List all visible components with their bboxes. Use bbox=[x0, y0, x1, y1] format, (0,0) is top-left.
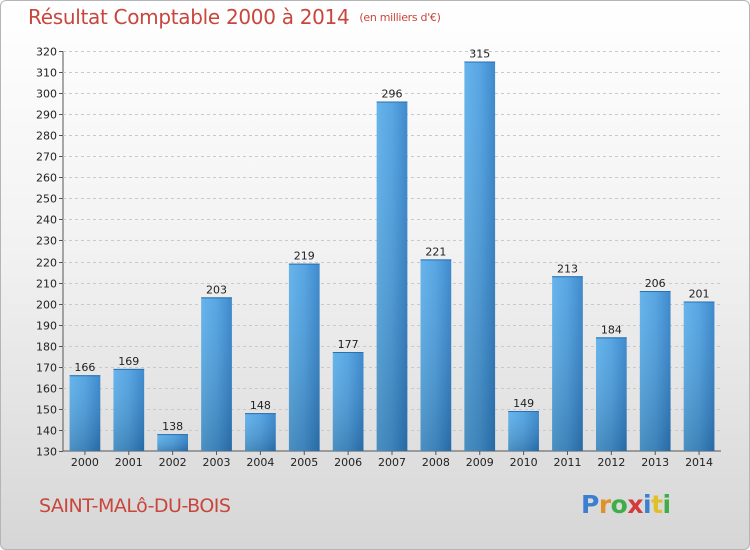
x-tick-label: 2001 bbox=[115, 456, 143, 469]
bar-shade bbox=[376, 101, 408, 452]
proxiti-logo: Proxiti bbox=[581, 490, 671, 519]
bar-shade bbox=[201, 297, 232, 451]
y-tick-label: 220 bbox=[36, 257, 57, 270]
x-tick-label: 2014 bbox=[685, 456, 713, 469]
x-tick-label: 2000 bbox=[71, 456, 99, 469]
bar-value-label: 166 bbox=[74, 361, 95, 374]
y-tick-label: 270 bbox=[36, 151, 57, 164]
y-tick-label: 260 bbox=[36, 172, 57, 185]
chart-title: Résultat Comptable 2000 à 2014 (en millie… bbox=[28, 5, 441, 29]
x-tick-label: 2012 bbox=[597, 456, 625, 469]
bar-value-label: 201 bbox=[689, 288, 710, 301]
y-tick-label: 140 bbox=[36, 425, 57, 438]
x-tick-label: 2006 bbox=[334, 456, 362, 469]
bar-shade bbox=[508, 411, 539, 451]
commune-name: SAINT-MALô-DU-BOIS bbox=[39, 495, 231, 517]
x-tick-label: 2003 bbox=[203, 456, 231, 469]
bar-shade bbox=[639, 291, 671, 451]
y-tick-label: 190 bbox=[36, 320, 57, 333]
logo-letter: P bbox=[581, 490, 599, 519]
x-tick-label: 2008 bbox=[422, 456, 450, 469]
bar-value-label: 219 bbox=[294, 250, 315, 263]
bar-value-label: 184 bbox=[601, 323, 622, 336]
x-tick-label: 2005 bbox=[290, 456, 318, 469]
bar-shade bbox=[420, 259, 452, 451]
logo-letter: i bbox=[662, 490, 672, 519]
x-tick-label: 2011 bbox=[553, 456, 581, 469]
y-tick-label: 290 bbox=[36, 109, 57, 122]
x-tick-label: 2010 bbox=[510, 456, 538, 469]
logo-letter: i bbox=[643, 490, 652, 519]
x-tick-label: 2004 bbox=[246, 456, 274, 469]
y-tick-label: 230 bbox=[36, 235, 57, 248]
y-tick-label: 240 bbox=[36, 214, 57, 227]
y-tick-label: 130 bbox=[36, 446, 57, 459]
y-tick-label: 320 bbox=[36, 46, 57, 59]
x-tick-label: 2007 bbox=[378, 456, 406, 469]
bar-shade bbox=[464, 61, 496, 452]
y-tick-label: 160 bbox=[36, 383, 57, 396]
bar-shade bbox=[595, 337, 627, 451]
y-tick-label: 170 bbox=[36, 362, 57, 375]
bar-value-label: 206 bbox=[645, 277, 666, 290]
bar-value-label: 296 bbox=[382, 88, 403, 101]
logo-letter: x bbox=[627, 490, 643, 519]
y-tick-label: 180 bbox=[36, 341, 57, 354]
bar-shade bbox=[113, 368, 145, 451]
bar-value-label: 177 bbox=[338, 338, 359, 351]
logo-letter: t bbox=[651, 490, 663, 519]
bar-shade bbox=[332, 352, 364, 451]
bar-shade bbox=[157, 434, 189, 451]
bar-shade bbox=[288, 263, 320, 451]
logo-letter: o bbox=[610, 490, 628, 519]
bar-value-label: 138 bbox=[162, 420, 183, 433]
x-tick-label: 2013 bbox=[641, 456, 669, 469]
y-tick-label: 280 bbox=[36, 130, 57, 143]
y-tick-label: 200 bbox=[36, 299, 57, 312]
y-tick-label: 300 bbox=[36, 88, 57, 101]
chart-title-text: Résultat Comptable 2000 à 2014 bbox=[28, 5, 350, 29]
logo-letter: r bbox=[598, 490, 611, 519]
bar-shade bbox=[552, 276, 583, 451]
bar-value-label: 203 bbox=[206, 283, 227, 296]
x-tick-label: 2009 bbox=[466, 456, 494, 469]
x-tick-label: 2002 bbox=[159, 456, 187, 469]
bar-value-label: 169 bbox=[118, 355, 139, 368]
y-tick-label: 210 bbox=[36, 278, 57, 291]
bar-value-label: 315 bbox=[469, 48, 490, 61]
bar-value-label: 149 bbox=[513, 397, 534, 410]
bar-shade bbox=[245, 413, 276, 451]
bar-shade bbox=[683, 301, 715, 451]
unit-note: (en milliers d'€) bbox=[359, 11, 441, 24]
y-tick-label: 250 bbox=[36, 193, 57, 206]
y-tick-label: 150 bbox=[36, 404, 57, 417]
bar-value-label: 213 bbox=[557, 262, 578, 275]
bar-shade bbox=[69, 375, 101, 451]
y-tick-label: 310 bbox=[36, 67, 57, 80]
bar-value-label: 148 bbox=[250, 399, 271, 412]
bar-value-label: 221 bbox=[425, 245, 446, 258]
